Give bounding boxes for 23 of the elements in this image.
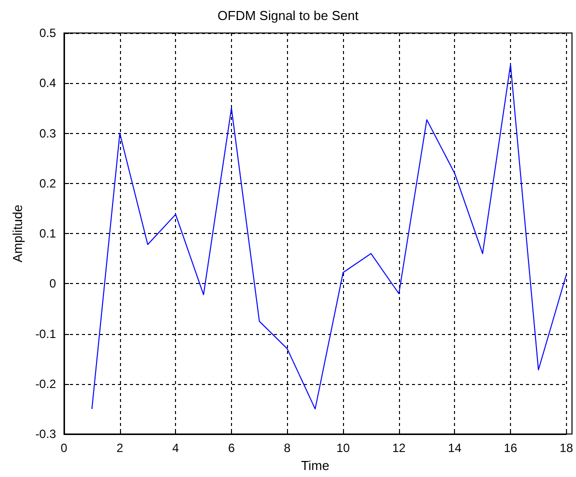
x-tick-label: 16	[504, 441, 518, 455]
y-tick-label: 0.5	[39, 26, 56, 40]
x-tick-label: 2	[116, 441, 124, 455]
x-tick-label: 0	[60, 441, 68, 455]
x-axis-title: Time	[300, 458, 330, 473]
x-tick-label: 12	[392, 441, 406, 455]
y-tick-label: 0.2	[39, 176, 56, 190]
y-tick-label: 0	[49, 276, 56, 291]
x-tick-label: 6	[228, 441, 236, 455]
x-tick-label: 8	[284, 441, 291, 455]
y-axis-title: Amplitude	[10, 204, 25, 262]
line-series	[91, 64, 567, 410]
x-tick-label: 18	[560, 441, 574, 455]
y-tick-label: 0.4	[39, 76, 56, 90]
x-tick-label: 10	[336, 441, 350, 455]
y-tick-label: -0.1	[35, 326, 56, 341]
x-tick-label: 14	[448, 441, 462, 455]
y-tick-label: 0.3	[39, 126, 56, 140]
y-tick-label: 0.1	[39, 226, 56, 240]
y-tick-label: -0.2	[35, 376, 56, 391]
y-tick-label: -0.3	[35, 427, 56, 441]
x-tick-label: 4	[172, 441, 180, 455]
chart-title: OFDM Signal to be Sent	[218, 8, 359, 23]
